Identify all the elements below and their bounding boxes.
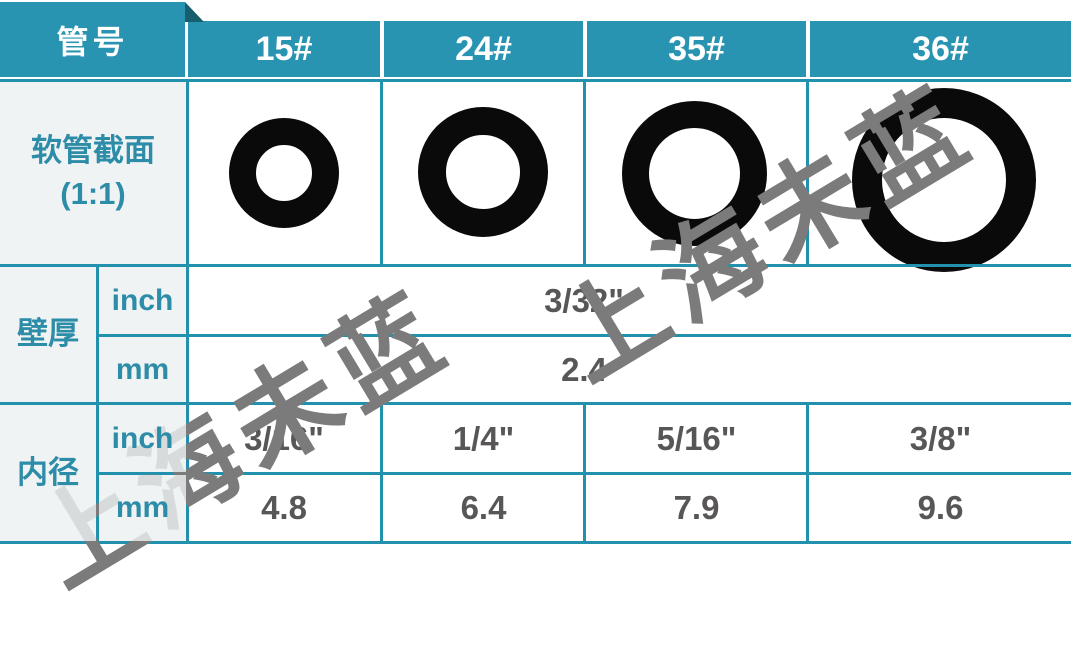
- id-inch-value-35: 5/16": [656, 419, 737, 457]
- row-label-cross-section: 软管截面 (1:1): [0, 82, 186, 264]
- grid-line: [0, 402, 1071, 405]
- cross-section-ring-35: [622, 101, 767, 246]
- grid-line: [380, 79, 383, 267]
- cross-section-scale-note: (1:1): [60, 176, 126, 211]
- id-mm-value-35: 7.9: [673, 489, 720, 526]
- grid-line: [0, 541, 1071, 544]
- id-mm-value-24: 6.4: [460, 489, 507, 526]
- corner-fold-icon: [185, 2, 204, 22]
- cross-section-ring-15: [229, 118, 339, 228]
- cross-section-ring-24: [418, 107, 548, 237]
- cross-section-ring-36: [852, 88, 1036, 272]
- grid-line: [806, 79, 809, 267]
- corner-header-label: 管号: [56, 23, 129, 60]
- unit-label-id-mm: mm: [99, 475, 186, 541]
- corner-header-cell: 管号: [0, 2, 185, 77]
- column-header-35: 35#: [587, 21, 806, 77]
- grid-line: [0, 79, 1071, 82]
- row-label-inner-diameter: 内径: [0, 405, 96, 541]
- column-header-15: 15#: [188, 21, 380, 77]
- id-inch-value-24: 1/4": [452, 419, 515, 457]
- wall-thickness-mm-value: 2.4: [561, 350, 607, 388]
- cross-section-label: 软管截面: [31, 133, 155, 169]
- grid-line: [186, 79, 189, 544]
- grid-line: [0, 264, 1071, 267]
- grid-line: [583, 402, 586, 544]
- column-header-36: 36#: [810, 21, 1071, 77]
- column-header-24: 24#: [384, 21, 583, 77]
- unit-label-id-inch: inch: [99, 405, 186, 472]
- grid-line: [380, 402, 383, 544]
- id-mm-value-15: 4.8: [261, 489, 307, 526]
- unit-label-wall-inch: inch: [99, 267, 186, 334]
- id-inch-value-15: 3/16": [244, 419, 324, 457]
- grid-line: [97, 334, 1071, 337]
- wall-thickness-inch-value: 3/32": [544, 281, 624, 319]
- grid-line: [806, 402, 809, 544]
- grid-line: [96, 264, 99, 544]
- row-label-wall-thickness: 壁厚: [0, 267, 96, 402]
- id-inch-value-36: 3/8": [909, 419, 972, 457]
- id-mm-value-36: 9.6: [917, 489, 964, 526]
- grid-line: [583, 79, 586, 267]
- unit-label-wall-mm: mm: [99, 337, 186, 402]
